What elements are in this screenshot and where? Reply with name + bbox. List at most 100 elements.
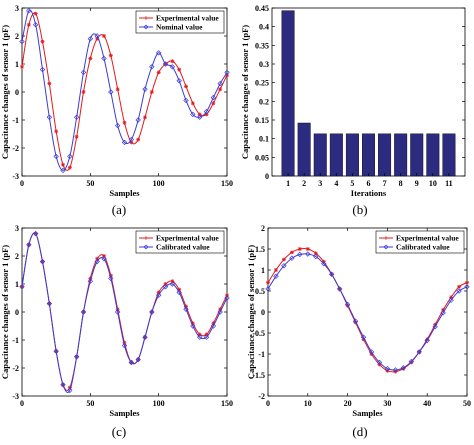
y-tick-label: -1 [12, 116, 19, 125]
bar [378, 133, 392, 177]
data-point [47, 81, 52, 86]
data-point [39, 66, 46, 73]
y-tick-label: 0.4 [259, 23, 269, 32]
legend-marker [144, 16, 148, 20]
data-point [305, 247, 310, 251]
data-point [67, 153, 73, 160]
y-tick-label: 1 [15, 280, 19, 289]
data-point [204, 112, 209, 117]
bar [297, 122, 311, 177]
data-point [19, 38, 25, 45]
data-point [108, 275, 114, 282]
legend-entry: Experimental value [156, 234, 219, 243]
data-point [448, 297, 454, 303]
legend-frame [375, 230, 465, 254]
data-point [143, 115, 147, 120]
data-point [142, 86, 148, 92]
x-tick-label: 3 [318, 179, 322, 188]
chart-panel-3: -2-1.5-1-0.500.511.520 10 20 30 40 50Experime… [246, 224, 471, 439]
data-point [368, 349, 375, 355]
legend-frame [135, 10, 225, 34]
x-axis-title: Iterations [351, 188, 387, 198]
y-axis-title: Capacitance changes of sensor 1 (pF) [246, 245, 256, 379]
panel-caption: (c) [112, 424, 126, 439]
bar [329, 133, 343, 177]
data-point [155, 292, 162, 298]
x-tick-label: 50 [463, 399, 471, 408]
data-point [432, 324, 438, 330]
y-tick-label: 0 [265, 172, 269, 181]
data-point [328, 271, 335, 277]
data-point [449, 295, 454, 300]
data-point [26, 8, 32, 14]
data-point [273, 273, 279, 279]
data-point [26, 242, 32, 248]
legend-marker [384, 236, 388, 240]
data-point [115, 307, 120, 312]
data-point [169, 281, 176, 287]
y-tick-label: 0.15 [255, 116, 269, 125]
data-point [401, 366, 406, 371]
data-point [87, 36, 94, 42]
x-tick-label: 100 [153, 399, 165, 408]
data-point [114, 309, 121, 315]
data-point [224, 69, 230, 76]
data-point [162, 61, 169, 67]
y-tick-label: 0.1 [259, 135, 269, 144]
x-tick-label: 1 [286, 179, 290, 188]
y-tick-label: 1 [261, 266, 265, 275]
bar [362, 133, 375, 177]
data-point [102, 254, 106, 258]
chart-panel-0: -3 -2 -1 0 1 2 3 0 50 100 150 Experimental valueNom… [0, 4, 233, 217]
series-line [21, 12, 228, 171]
data-point [46, 114, 53, 120]
data-point [183, 97, 189, 104]
data-point [156, 290, 161, 295]
data-point [40, 39, 45, 44]
y-tick-label: 0.3 [259, 60, 269, 69]
series-reference [19, 230, 230, 394]
data-point [408, 358, 414, 365]
x-tick-label: 8 [399, 179, 403, 188]
data-point [67, 387, 73, 394]
x-tick-label: 150 [221, 399, 233, 408]
data-point [26, 22, 31, 27]
x-tick-label: 5 [350, 179, 354, 188]
data-point [170, 279, 175, 284]
data-point [190, 111, 196, 118]
data-point [211, 101, 216, 106]
data-point [266, 280, 270, 285]
data-point [128, 136, 135, 143]
y-tick-label: 0 [261, 308, 265, 317]
data-point [425, 337, 430, 342]
data-point [81, 90, 86, 94]
data-point [211, 321, 216, 326]
y-tick-label: 3 [15, 4, 19, 13]
data-point [457, 284, 462, 289]
data-point [102, 34, 106, 38]
data-point [60, 167, 66, 174]
data-point [177, 67, 182, 72]
data-point [184, 84, 188, 89]
panel-caption: (a) [112, 202, 126, 217]
series-experimental [20, 11, 229, 171]
bar [313, 133, 327, 177]
data-point [149, 90, 154, 94]
data-point [210, 323, 217, 329]
data-point [149, 64, 155, 70]
data-point [203, 108, 210, 115]
data-point [155, 50, 162, 56]
data-point [176, 289, 182, 296]
y-tick-label: -2 [12, 144, 19, 153]
data-point [54, 129, 59, 134]
data-point [204, 332, 209, 337]
data-point [313, 251, 318, 256]
x-axis-title: Samples [109, 408, 140, 418]
data-point [203, 334, 210, 340]
data-point [225, 73, 229, 78]
data-point [210, 94, 217, 101]
y-tick-label: 0.45 [255, 4, 269, 13]
data-point [108, 53, 113, 58]
